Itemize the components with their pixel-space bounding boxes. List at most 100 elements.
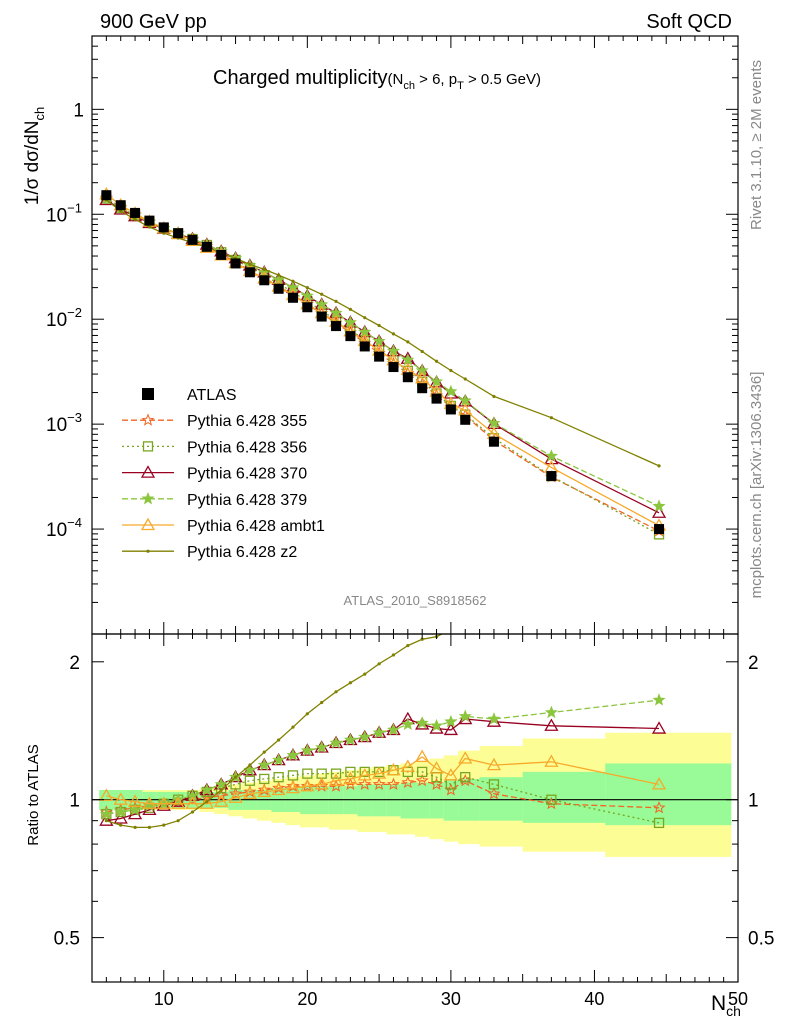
data-point bbox=[205, 800, 209, 804]
data-point bbox=[391, 653, 396, 657]
data-point bbox=[156, 798, 171, 811]
data-point bbox=[259, 773, 270, 785]
data-point bbox=[141, 413, 155, 426]
legend-label: Pythia 6.428 356 bbox=[187, 439, 307, 456]
legend-entry: Pythia 6.428 356 bbox=[122, 439, 307, 456]
data-point bbox=[400, 759, 415, 772]
data-point bbox=[156, 796, 171, 809]
data-point bbox=[228, 790, 243, 803]
data-point bbox=[359, 341, 370, 352]
y-tick-label-main: 10−1 bbox=[46, 200, 82, 226]
data-point bbox=[187, 234, 198, 245]
data-point bbox=[420, 637, 424, 641]
x-tick-label: 10 bbox=[154, 989, 174, 1009]
data-point bbox=[654, 524, 665, 535]
data-point bbox=[158, 222, 169, 233]
data-point bbox=[99, 813, 114, 826]
data-point bbox=[371, 766, 387, 779]
data-point bbox=[430, 718, 444, 732]
band-inner-bin bbox=[400, 782, 416, 819]
data-point bbox=[372, 777, 386, 790]
data-point bbox=[200, 783, 214, 796]
y-axis-label-ratio: Ratio to ATLAS bbox=[25, 744, 42, 845]
data-point bbox=[272, 272, 286, 286]
data-point bbox=[406, 340, 410, 344]
data-point bbox=[271, 782, 286, 796]
mcplots-label-group: mcplots.cern.ch [arXiv:1306.3436] bbox=[748, 372, 765, 599]
legend-label: Pythia 6.428 z2 bbox=[187, 544, 297, 561]
legend-label: Pythia 6.428 355 bbox=[187, 413, 307, 430]
data-point bbox=[185, 796, 200, 809]
legend-entry: Pythia 6.428 379 bbox=[122, 492, 307, 509]
x-tick-label: 50 bbox=[728, 989, 748, 1009]
y-tick-label-ratio-right: 0.5 bbox=[748, 929, 774, 950]
data-point bbox=[119, 209, 123, 213]
data-point bbox=[248, 262, 252, 266]
data-point bbox=[173, 228, 184, 239]
data-point bbox=[171, 794, 186, 807]
data-point bbox=[377, 662, 381, 666]
data-point bbox=[140, 465, 156, 478]
band-inner-bin bbox=[386, 784, 402, 817]
series-line-main-2 bbox=[106, 197, 660, 535]
band-inner-bin bbox=[371, 784, 387, 817]
chart-title-sub-t: T bbox=[457, 80, 464, 92]
data-point bbox=[287, 770, 299, 781]
data-point bbox=[345, 331, 356, 342]
band-inner-bin bbox=[605, 763, 732, 826]
data-point bbox=[334, 299, 338, 303]
data-point bbox=[445, 404, 456, 415]
y-tick-label-ratio-right: 1 bbox=[748, 791, 759, 812]
data-point bbox=[415, 371, 430, 384]
data-point bbox=[343, 777, 357, 790]
data-point bbox=[130, 207, 141, 218]
data-point bbox=[291, 279, 295, 283]
data-point bbox=[300, 743, 314, 757]
band-inner-bin bbox=[429, 782, 445, 819]
data-point bbox=[140, 517, 156, 531]
data-point bbox=[357, 768, 372, 781]
data-point bbox=[363, 316, 367, 320]
data-point bbox=[363, 672, 367, 676]
data-point bbox=[345, 766, 356, 778]
y-tick-label-main: 10−2 bbox=[46, 305, 82, 331]
data-point bbox=[401, 717, 415, 730]
data-point bbox=[544, 449, 558, 462]
data-point bbox=[417, 383, 428, 394]
band-inner-bin bbox=[522, 771, 606, 823]
data-point bbox=[216, 249, 227, 260]
data-point bbox=[406, 643, 410, 648]
data-point bbox=[257, 758, 271, 771]
data-point bbox=[273, 772, 284, 783]
data-point bbox=[113, 792, 128, 805]
data-point bbox=[546, 794, 557, 805]
data-point bbox=[443, 722, 459, 736]
chart-title-sub: (N bbox=[388, 71, 404, 88]
data-point bbox=[417, 766, 428, 778]
data-point bbox=[272, 753, 286, 766]
data-point bbox=[101, 190, 112, 201]
data-point bbox=[415, 716, 429, 729]
data-point bbox=[305, 712, 309, 716]
data-point bbox=[219, 788, 223, 792]
data-point bbox=[359, 766, 370, 778]
y-tick-label-ratio: 1 bbox=[69, 791, 80, 812]
data-point bbox=[386, 762, 401, 776]
data-point bbox=[430, 374, 444, 388]
data-point bbox=[374, 351, 385, 362]
data-point bbox=[230, 258, 241, 269]
data-point bbox=[291, 725, 295, 729]
data-point bbox=[262, 750, 266, 754]
data-point bbox=[119, 823, 123, 827]
data-point bbox=[391, 332, 396, 336]
x-axis-label: Nch bbox=[711, 992, 741, 1019]
data-point bbox=[144, 215, 155, 226]
data-point bbox=[415, 773, 429, 787]
data-point bbox=[320, 700, 324, 705]
data-point bbox=[127, 794, 143, 807]
chart-title-sub-end: > 0.5 GeV) bbox=[464, 71, 541, 88]
data-point bbox=[434, 359, 439, 363]
legend-label: Pythia 6.428 379 bbox=[187, 492, 307, 509]
data-point bbox=[314, 777, 329, 790]
